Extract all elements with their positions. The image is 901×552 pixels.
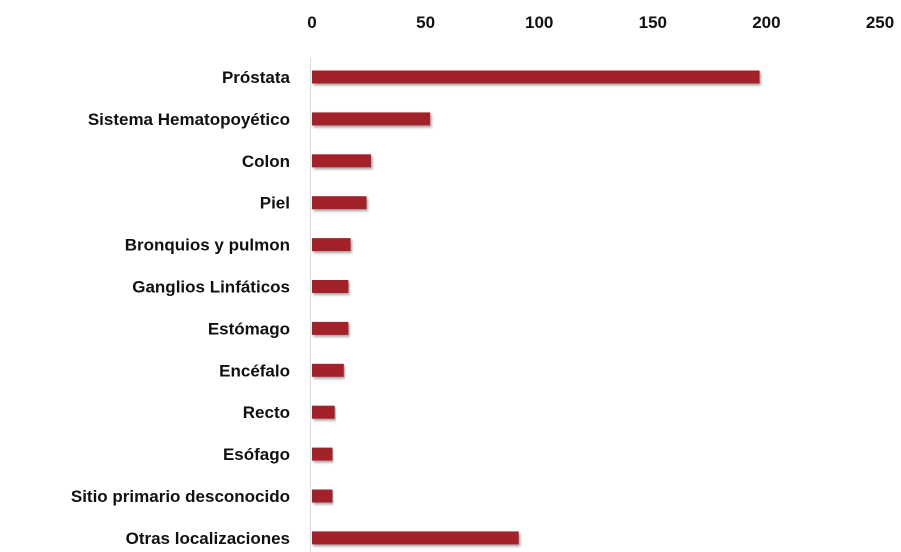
category-label: Próstata xyxy=(222,68,291,87)
category-label: Otras localizaciones xyxy=(126,529,290,548)
category-label: Bronquios y pulmon xyxy=(125,236,290,255)
bar xyxy=(312,238,351,252)
bar xyxy=(312,154,372,168)
category-labels: Próstata Sistema Hematopoyético Colon Piel B… xyxy=(71,68,291,548)
bars xyxy=(312,70,760,545)
category-label: Sistema Hematopoyético xyxy=(88,110,290,129)
bar xyxy=(312,489,333,503)
x-axis-ticks: 0 50 100 150 200 250 xyxy=(307,13,894,32)
x-tick-label: 200 xyxy=(752,13,780,32)
category-label: Esófago xyxy=(223,445,290,464)
category-label: Estómago xyxy=(208,319,290,338)
bar xyxy=(312,196,367,210)
bar xyxy=(312,112,431,126)
bar xyxy=(312,280,349,293)
x-tick-label: 0 xyxy=(307,13,316,32)
category-label: Encéfalo xyxy=(219,361,290,380)
category-label: Ganglios Linfáticos xyxy=(132,278,290,297)
x-tick-label: 50 xyxy=(416,13,435,32)
bar xyxy=(312,405,335,419)
bar xyxy=(312,447,333,461)
category-label: Colon xyxy=(242,152,290,171)
x-tick-label: 150 xyxy=(639,13,667,32)
category-label: Recto xyxy=(243,403,290,422)
category-label: Piel xyxy=(260,194,290,213)
x-tick-label: 100 xyxy=(525,13,553,32)
x-tick-label: 250 xyxy=(866,13,894,32)
bar xyxy=(312,70,760,84)
bar xyxy=(312,321,349,335)
category-label: Sitio primario desconocido xyxy=(71,487,290,506)
bar xyxy=(312,531,519,545)
bar xyxy=(312,363,344,377)
